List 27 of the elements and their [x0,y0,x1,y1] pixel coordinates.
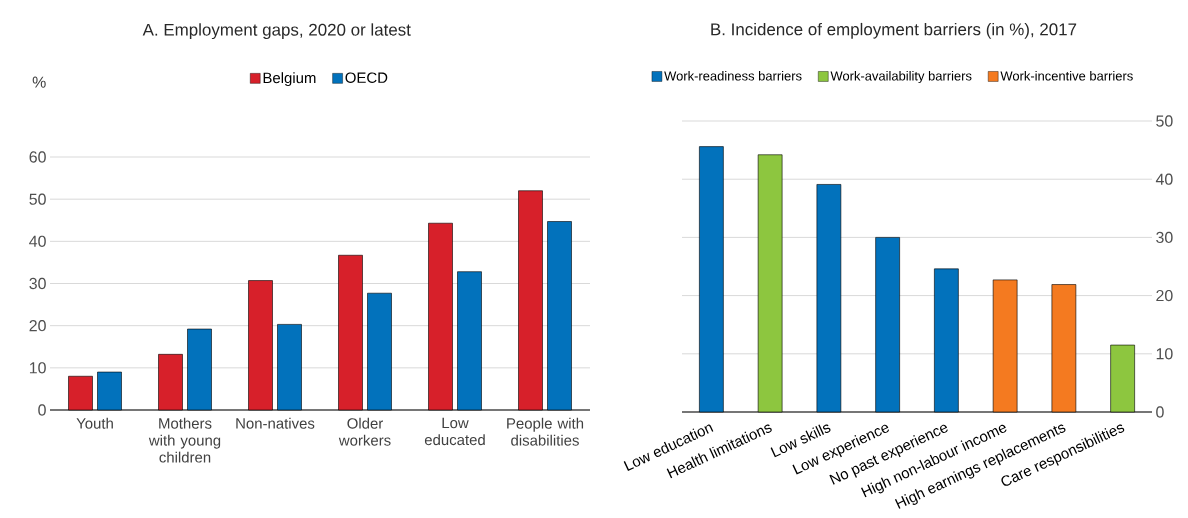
y-tick-label: 20 [1156,289,1173,302]
x-tick-label: Non-natives [236,417,315,429]
y-tick-label: 20 [29,320,46,332]
x-tick-label: Mothers with young children [148,417,221,463]
x-tick-label: Youth [76,417,113,429]
y-tick-label: 40 [1155,173,1173,185]
y-tick-label: 0 [38,404,46,416]
legend-label: Belgium [263,72,316,87]
chart-title: B. Incidence of employment barriers (in %), 2017 [711,22,1077,39]
legend-label: Work-availability barriers [830,71,972,84]
y-tick-label: 50 [29,193,46,205]
legend-label: Work-readiness barriers [664,71,802,81]
y-tick-label: 30 [29,277,46,290]
y-tick-label: 40 [29,235,46,247]
y-tick-label: 0 [1156,406,1164,418]
y-tick-label: 10 [29,362,46,374]
chart-title: A. Employment gaps, 2020 or latest [142,23,411,40]
y-tick-label: 50 [1156,115,1173,127]
x-tick-label: Older workers [338,417,391,446]
x-tick-label: Low educated [424,417,485,446]
y-tick-label: 30 [1156,231,1173,244]
legend-label: OECD [345,72,388,83]
y-tick-label: 60 [29,151,46,163]
y-axis-title: % [32,76,46,88]
legend-label: Work-incentive barriers [1000,71,1133,81]
x-tick-label: People with disabilities [507,417,584,446]
y-tick-label: 10 [1156,348,1173,360]
